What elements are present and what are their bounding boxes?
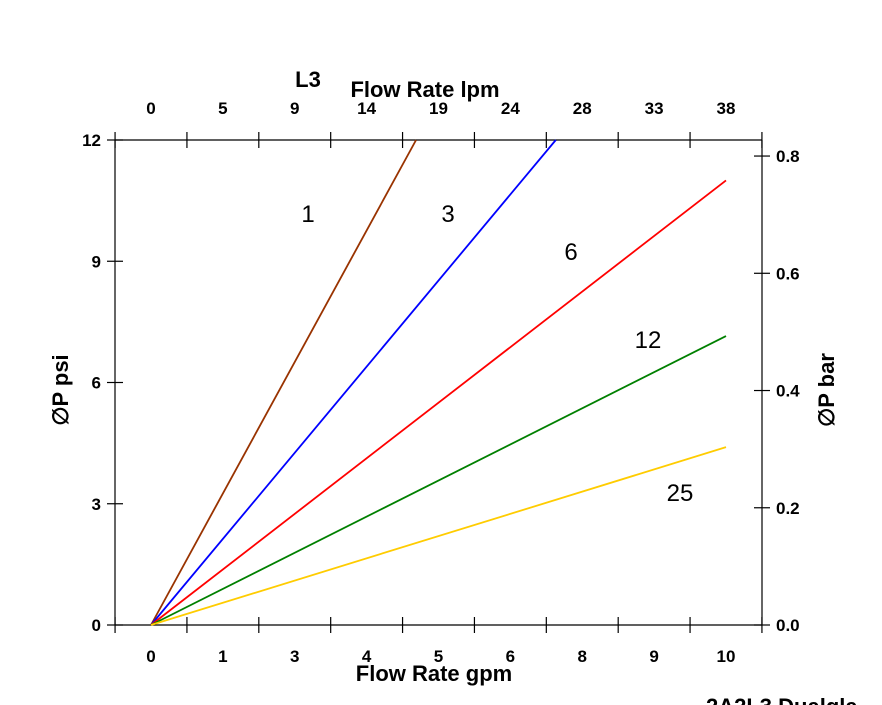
series-line-6 xyxy=(150,179,727,626)
top-tick-label: 5 xyxy=(218,99,227,118)
y-tick-label: 9 xyxy=(92,252,101,271)
x-tick-label: 5 xyxy=(434,647,443,666)
x-tick-label: 3 xyxy=(290,647,299,666)
series-line-1 xyxy=(150,139,417,626)
series-label-6: 6 xyxy=(564,239,577,266)
series-label-25: 25 xyxy=(667,480,694,507)
top-tick-label: 9 xyxy=(290,99,299,118)
footer-text: 2A2L3 Dualgla xyxy=(706,694,858,705)
top-tick-label: 0 xyxy=(146,99,155,118)
x-tick-label: 10 xyxy=(717,647,736,666)
y-axis-label: ∅P psi xyxy=(48,354,73,425)
series-line-3 xyxy=(150,139,557,626)
tick-labels: 0 1 3 4 5 6 8 9 10 0 5 9 14 19 24 28 33 38 0 3 6 9 12 0.0 0.2 0.4… xyxy=(82,99,800,666)
x-tick-label: 9 xyxy=(649,647,658,666)
top-axis-label: Flow Rate lpm xyxy=(350,77,499,102)
y-tick-label: 0 xyxy=(92,616,101,635)
y2-tick-label: 0.2 xyxy=(776,499,800,518)
y-tick-label: 6 xyxy=(92,374,101,393)
series-label-3: 3 xyxy=(441,201,454,228)
x-tick-label: 6 xyxy=(506,647,515,666)
top-tick-label: 33 xyxy=(645,99,664,118)
top-tick-label: 38 xyxy=(717,99,736,118)
y2-tick-label: 0.8 xyxy=(776,147,800,166)
series-line-12 xyxy=(150,335,727,626)
series-label-12: 12 xyxy=(635,327,662,354)
top-tick-label: 14 xyxy=(357,99,376,118)
y2-tick-label: 0.6 xyxy=(776,264,800,283)
series-label-1: 1 xyxy=(301,201,314,228)
x-axis-label: Flow Rate gpm xyxy=(356,661,512,686)
y2-tick-label: 0.0 xyxy=(776,616,800,635)
series-group: 1 3 6 12 25 xyxy=(150,139,727,626)
x-tick-label: 1 xyxy=(218,647,227,666)
y-tick-label: 3 xyxy=(92,495,101,514)
x-tick-label: 0 xyxy=(146,647,155,666)
axes xyxy=(107,132,770,633)
top-tick-label: 28 xyxy=(573,99,592,118)
x-tick-label: 8 xyxy=(578,647,587,666)
y2-tick-label: 0.4 xyxy=(776,382,800,401)
top-tick-label: 19 xyxy=(429,99,448,118)
chart-title: L3 xyxy=(295,67,321,92)
top-tick-label: 24 xyxy=(501,99,520,118)
y2-axis-label: ∅P bar xyxy=(814,353,839,427)
series-line-25 xyxy=(150,446,727,626)
x-tick-label: 4 xyxy=(362,647,372,666)
y-tick-label: 12 xyxy=(82,131,101,150)
